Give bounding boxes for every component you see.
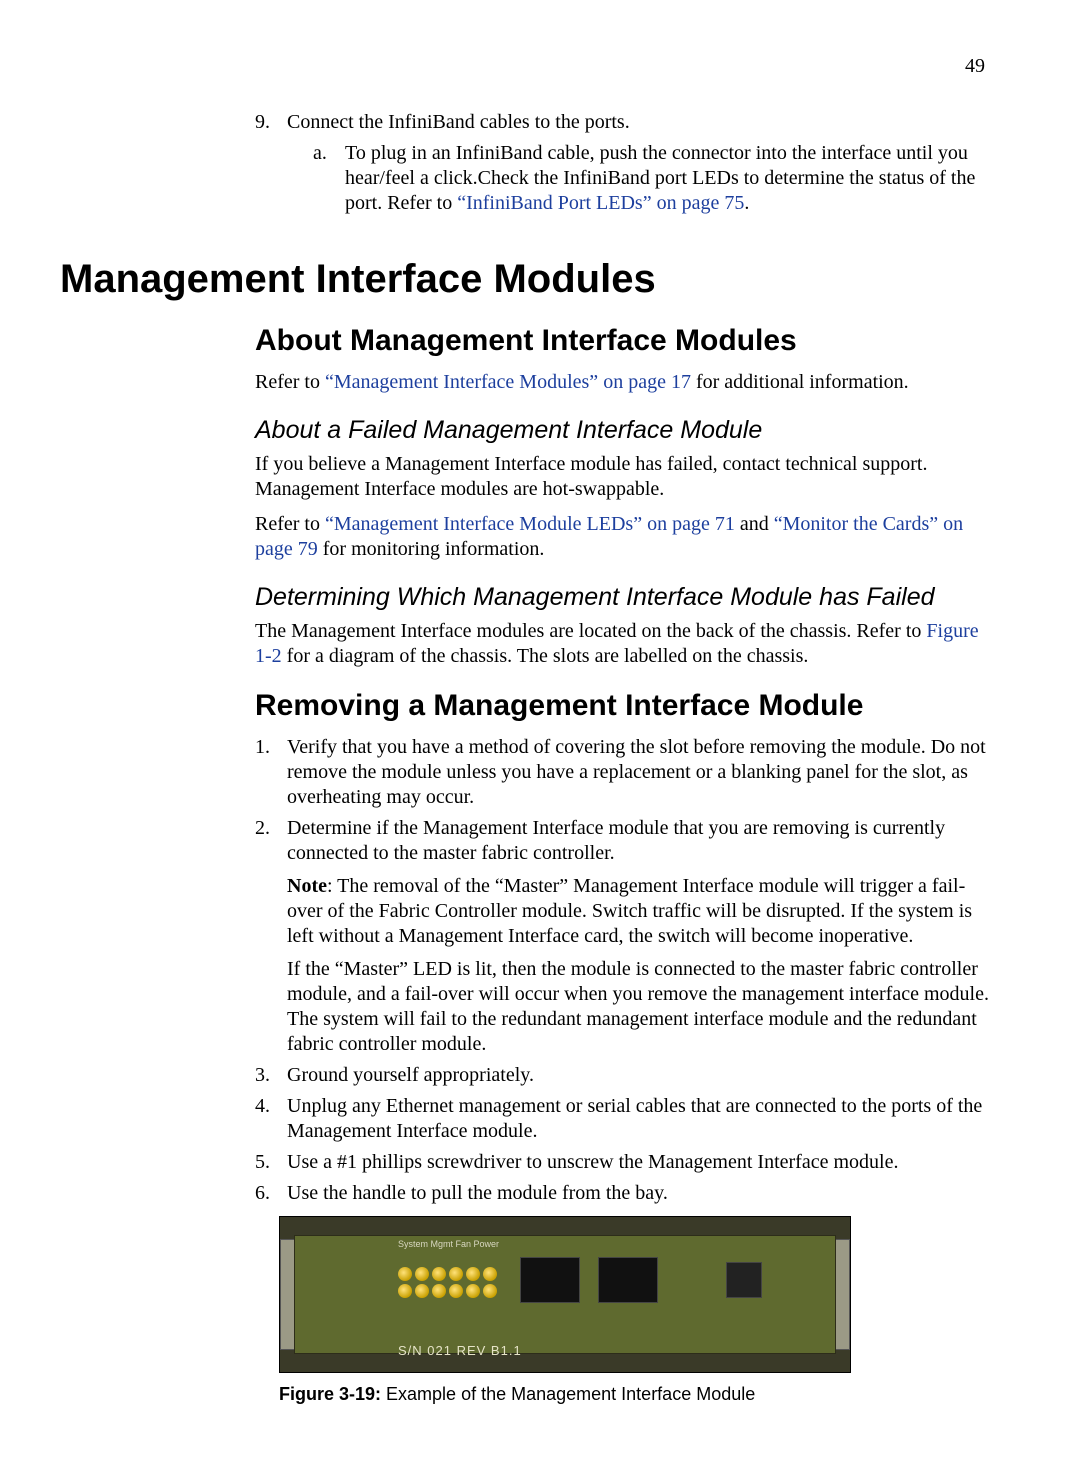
step-3-text: Ground yourself appropriately.	[287, 1063, 534, 1088]
list-text: Connect the InfiniBand cables to the por…	[287, 110, 995, 216]
step-4: 4. Unplug any Ethernet management or ser…	[255, 1094, 995, 1144]
sublist-a-part2: .	[744, 192, 749, 214]
determine-post: for a diagram of the chassis. The slots …	[282, 645, 809, 667]
figure-caption-bold: Figure 3-19:	[279, 1384, 381, 1404]
sublist-text: To plug in an InfiniBand cable, push the…	[345, 141, 995, 216]
link-management-interface-modules-p17[interactable]: “Management Interface Modules” on page 1…	[325, 371, 691, 393]
heading-about-failed-module: About a Failed Management Interface Modu…	[255, 415, 995, 446]
step-marker: 2.	[255, 816, 287, 1057]
figure-leds	[398, 1267, 497, 1298]
step-2-note: Note: The removal of the “Master” Manage…	[287, 874, 995, 949]
figure-ethernet-port-2	[598, 1257, 658, 1303]
step-2-text-c: If the “Master” LED is lit, then the mod…	[287, 957, 995, 1057]
sublist-item-a: a. To plug in an InfiniBand cable, push …	[313, 141, 995, 216]
link-infiniband-port-leds[interactable]: “InfiniBand Port LEDs” on page 75	[457, 192, 744, 214]
about-pre: Refer to	[255, 371, 325, 393]
step-marker: 6.	[255, 1181, 287, 1206]
step-6: 6. Use the handle to pull the module fro…	[255, 1181, 995, 1206]
failed-p2-post: for monitoring information.	[318, 538, 545, 560]
list-item-9: 9. Connect the InfiniBand cables to the …	[255, 110, 995, 216]
list-marker: 9.	[255, 110, 287, 216]
heading-removing-module: Removing a Management Interface Module	[255, 687, 995, 725]
figure-module-photo: System Mgmt Fan Power S/N 021 REV B1.1	[279, 1216, 851, 1373]
note-rest: : The removal of the “Master” Management…	[287, 875, 972, 947]
heading-management-interface-modules: Management Interface Modules	[60, 254, 995, 304]
failed-p2-mid: and	[735, 513, 774, 535]
figure-sn-label: S/N 021 REV B1.1	[398, 1343, 522, 1359]
removal-steps: 1. Verify that you have a method of cove…	[255, 735, 995, 1206]
page: 49 9. Connect the InfiniBand cables to t…	[0, 0, 1080, 1465]
note-bold: Note	[287, 875, 327, 897]
about-paragraph: Refer to “Management Interface Modules” …	[255, 370, 995, 395]
page-number: 49	[965, 55, 985, 78]
sublist-marker: a.	[313, 141, 345, 216]
failed-p2: Refer to “Management Interface Module LE…	[255, 512, 995, 562]
step-5-text: Use a #1 phillips screwdriver to unscrew…	[287, 1150, 898, 1175]
figure-top-label: System Mgmt Fan Power	[398, 1239, 499, 1250]
figure-ethernet-port-1	[520, 1257, 580, 1303]
heading-about-management-interface-modules: About Management Interface Modules	[255, 322, 995, 360]
list-item-9-text: Connect the InfiniBand cables to the por…	[287, 111, 630, 133]
heading-determining-failed-module: Determining Which Management Interface M…	[255, 582, 995, 613]
step-2-text-a: Determine if the Management Interface mo…	[287, 816, 995, 866]
determine-pre: The Management Interface modules are loc…	[255, 620, 926, 642]
link-module-leds-p71[interactable]: “Management Interface Module LEDs” on pa…	[325, 513, 735, 535]
step-marker: 1.	[255, 735, 287, 810]
step-1: 1. Verify that you have a method of cove…	[255, 735, 995, 810]
failed-p2-pre: Refer to	[255, 513, 325, 535]
step-marker: 3.	[255, 1063, 287, 1088]
content-column: 9. Connect the InfiniBand cables to the …	[255, 110, 995, 1405]
figure-caption: Figure 3-19: Example of the Management I…	[279, 1383, 995, 1406]
failed-p1: If you believe a Management Interface mo…	[255, 452, 995, 502]
step-6-text: Use the handle to pull the module from t…	[287, 1181, 668, 1206]
step-4-text: Unplug any Ethernet management or serial…	[287, 1094, 995, 1144]
step-3: 3. Ground yourself appropriately.	[255, 1063, 995, 1088]
determine-paragraph: The Management Interface modules are loc…	[255, 619, 995, 669]
about-post: for additional information.	[691, 371, 909, 393]
step-marker: 5.	[255, 1150, 287, 1175]
step-1-text: Verify that you have a method of coverin…	[287, 735, 995, 810]
step-2-body: Determine if the Management Interface mo…	[287, 816, 995, 1057]
step-2: 2. Determine if the Management Interface…	[255, 816, 995, 1057]
figure-caption-rest: Example of the Management Interface Modu…	[381, 1384, 755, 1404]
step-5: 5. Use a #1 phillips screwdriver to unsc…	[255, 1150, 995, 1175]
step-marker: 4.	[255, 1094, 287, 1144]
figure-usb-port	[726, 1262, 762, 1298]
